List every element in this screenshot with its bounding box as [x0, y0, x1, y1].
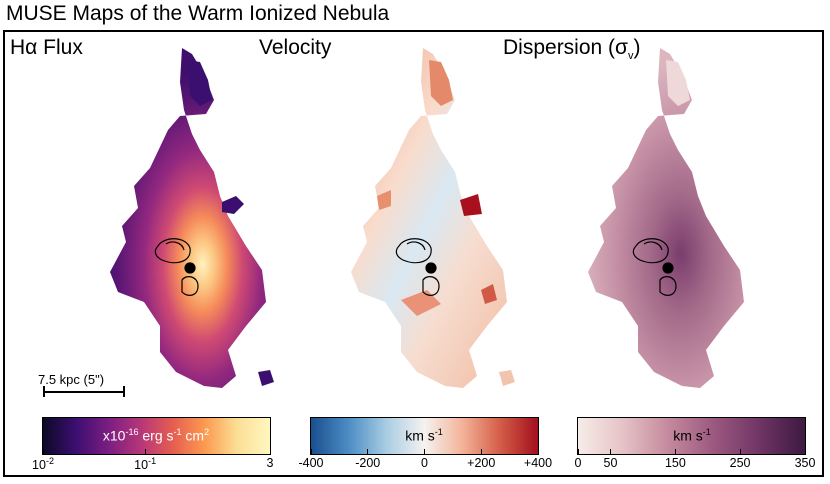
colorbar-tick-mark	[739, 449, 741, 454]
colorbar-tick-label: 250	[729, 456, 751, 470]
colorbar-tick-mark	[367, 449, 369, 454]
dispersion-contours	[632, 238, 677, 296]
scale-bar-label: 7.5 kpc (5")	[38, 372, 105, 387]
panel-label-dispersion: Dispersion (σv)	[503, 36, 641, 63]
velocity-colorbar	[310, 417, 539, 455]
colorbar-tick-mark	[609, 449, 611, 454]
colorbar-tick-mark	[42, 449, 44, 454]
panel-label-velocity: Velocity	[259, 36, 332, 59]
colorbar-tick-label: 10-2	[32, 456, 54, 473]
colorbar-tick-label: +200	[467, 456, 496, 470]
colorbar-tick-mark	[269, 449, 271, 454]
scale-bar-cap-right	[123, 386, 125, 397]
velocity-colorbar-unit: km s-1	[405, 427, 443, 444]
colorbar-tick-mark	[804, 449, 806, 454]
velocity-map	[351, 48, 515, 388]
colorbar-tick-mark	[674, 449, 676, 454]
panel-label-flux: Hα Flux	[10, 36, 83, 59]
figure-title: MUSE Maps of the Warm Ionized Nebula	[6, 2, 390, 25]
scale-bar-cap-left	[43, 386, 45, 397]
colorbar-tick-label: 0	[574, 456, 582, 470]
colorbar-tick-label: 150	[664, 456, 686, 470]
colorbar-tick-mark	[424, 449, 425, 454]
colorbar-tick-mark	[537, 449, 539, 454]
flux-map	[110, 48, 274, 388]
dispersion-colorbar	[577, 417, 806, 455]
dispersion-colorbar-unit: km s-1	[673, 427, 711, 444]
figure-frame	[3, 30, 824, 477]
colorbar-tick-mark	[577, 449, 579, 454]
colorbar-tick-label: -400	[298, 456, 324, 470]
colorbar-tick-label: +400	[523, 456, 553, 470]
dispersion-colorbar-fill	[578, 418, 805, 454]
velocity-colorbar-fill	[311, 418, 538, 454]
velocity-contours	[395, 238, 440, 296]
colorbar-tick-mark	[480, 449, 482, 454]
flux-colorbar	[42, 417, 271, 455]
colorbar-tick-label: -200	[355, 456, 381, 470]
colorbar-tick-label: 50	[603, 456, 618, 470]
flux-colorbar-unit: x10-16 erg s-1 cm2	[102, 427, 210, 444]
colorbar-tick-label: 0	[421, 456, 428, 470]
flux-contours	[154, 238, 199, 296]
dispersion-map	[588, 48, 744, 388]
colorbar-tick-label: 3	[266, 456, 274, 470]
colorbar-tick-mark	[144, 449, 146, 454]
scale-bar	[44, 391, 124, 393]
colorbar-tick-label: 350	[794, 456, 816, 470]
flux-colorbar-fill	[43, 418, 270, 454]
colorbar-tick-mark	[310, 449, 312, 454]
colorbar-tick-label: 10-1	[134, 456, 157, 473]
